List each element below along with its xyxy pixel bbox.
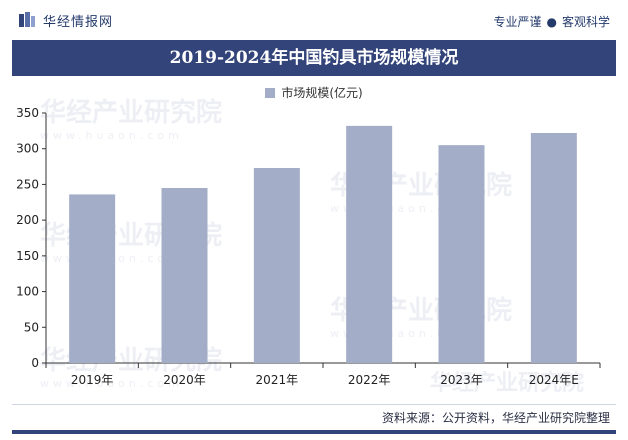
footer-divider: [12, 404, 616, 405]
source-note: 资料来源：公开资料，华经产业研究院整理: [381, 411, 610, 425]
tagline-right: 客观科学: [561, 15, 610, 29]
y-tick-label: 200: [16, 213, 39, 227]
legend-label: 市场规模(亿元): [281, 86, 363, 100]
watermark: 华经产业研究院 www.huaon.com: [40, 92, 222, 142]
tagline: 专业严谨 ● 客观科学: [493, 13, 610, 30]
x-tick-label: 2023年: [440, 373, 483, 387]
bar: [253, 168, 300, 363]
bar: [530, 133, 577, 363]
y-tick-label: 0: [31, 356, 39, 370]
bar: [346, 125, 393, 363]
bar: [438, 145, 485, 363]
watermark: 华经产业研究院: [430, 365, 584, 397]
y-tick-label: 350: [16, 106, 39, 120]
bar: [161, 188, 208, 363]
bottom-accent-bar: [12, 430, 616, 434]
watermark-text: 华经产业研究院: [430, 371, 585, 396]
y-tick-label: 100: [16, 285, 39, 299]
x-tick-label: 2022年: [348, 373, 391, 387]
bullet-icon: ●: [546, 15, 557, 29]
x-tick-label: 2019年: [71, 373, 114, 387]
header: 华经情报网 专业严谨 ● 客观科学: [0, 0, 628, 40]
brand-logo-icon: [19, 12, 35, 27]
watermark-url: www.huaon.com: [40, 377, 183, 390]
y-tick-label: 250: [16, 177, 39, 191]
y-tick-label: 50: [24, 320, 39, 334]
x-tick-label: 2024年E: [529, 373, 579, 387]
legend-swatch: [265, 88, 276, 98]
y-tick-label: 300: [16, 142, 39, 156]
watermark-url: www.huaon.com: [40, 129, 183, 142]
x-tick-label: 2020年: [163, 373, 206, 387]
bar: [69, 194, 116, 363]
x-tick-label: 2021年: [256, 373, 299, 387]
chart-title: 2019-2024年中国钓具市场规模情况: [12, 40, 616, 76]
tagline-left: 专业严谨: [493, 15, 542, 29]
brand-name: 华经情报网: [43, 14, 114, 30]
watermark-text: 华经产业研究院: [40, 98, 223, 128]
legend: 市场规模(亿元): [0, 84, 628, 100]
brand-logo: 华经情报网: [18, 10, 113, 30]
y-tick-label: 150: [16, 249, 39, 263]
